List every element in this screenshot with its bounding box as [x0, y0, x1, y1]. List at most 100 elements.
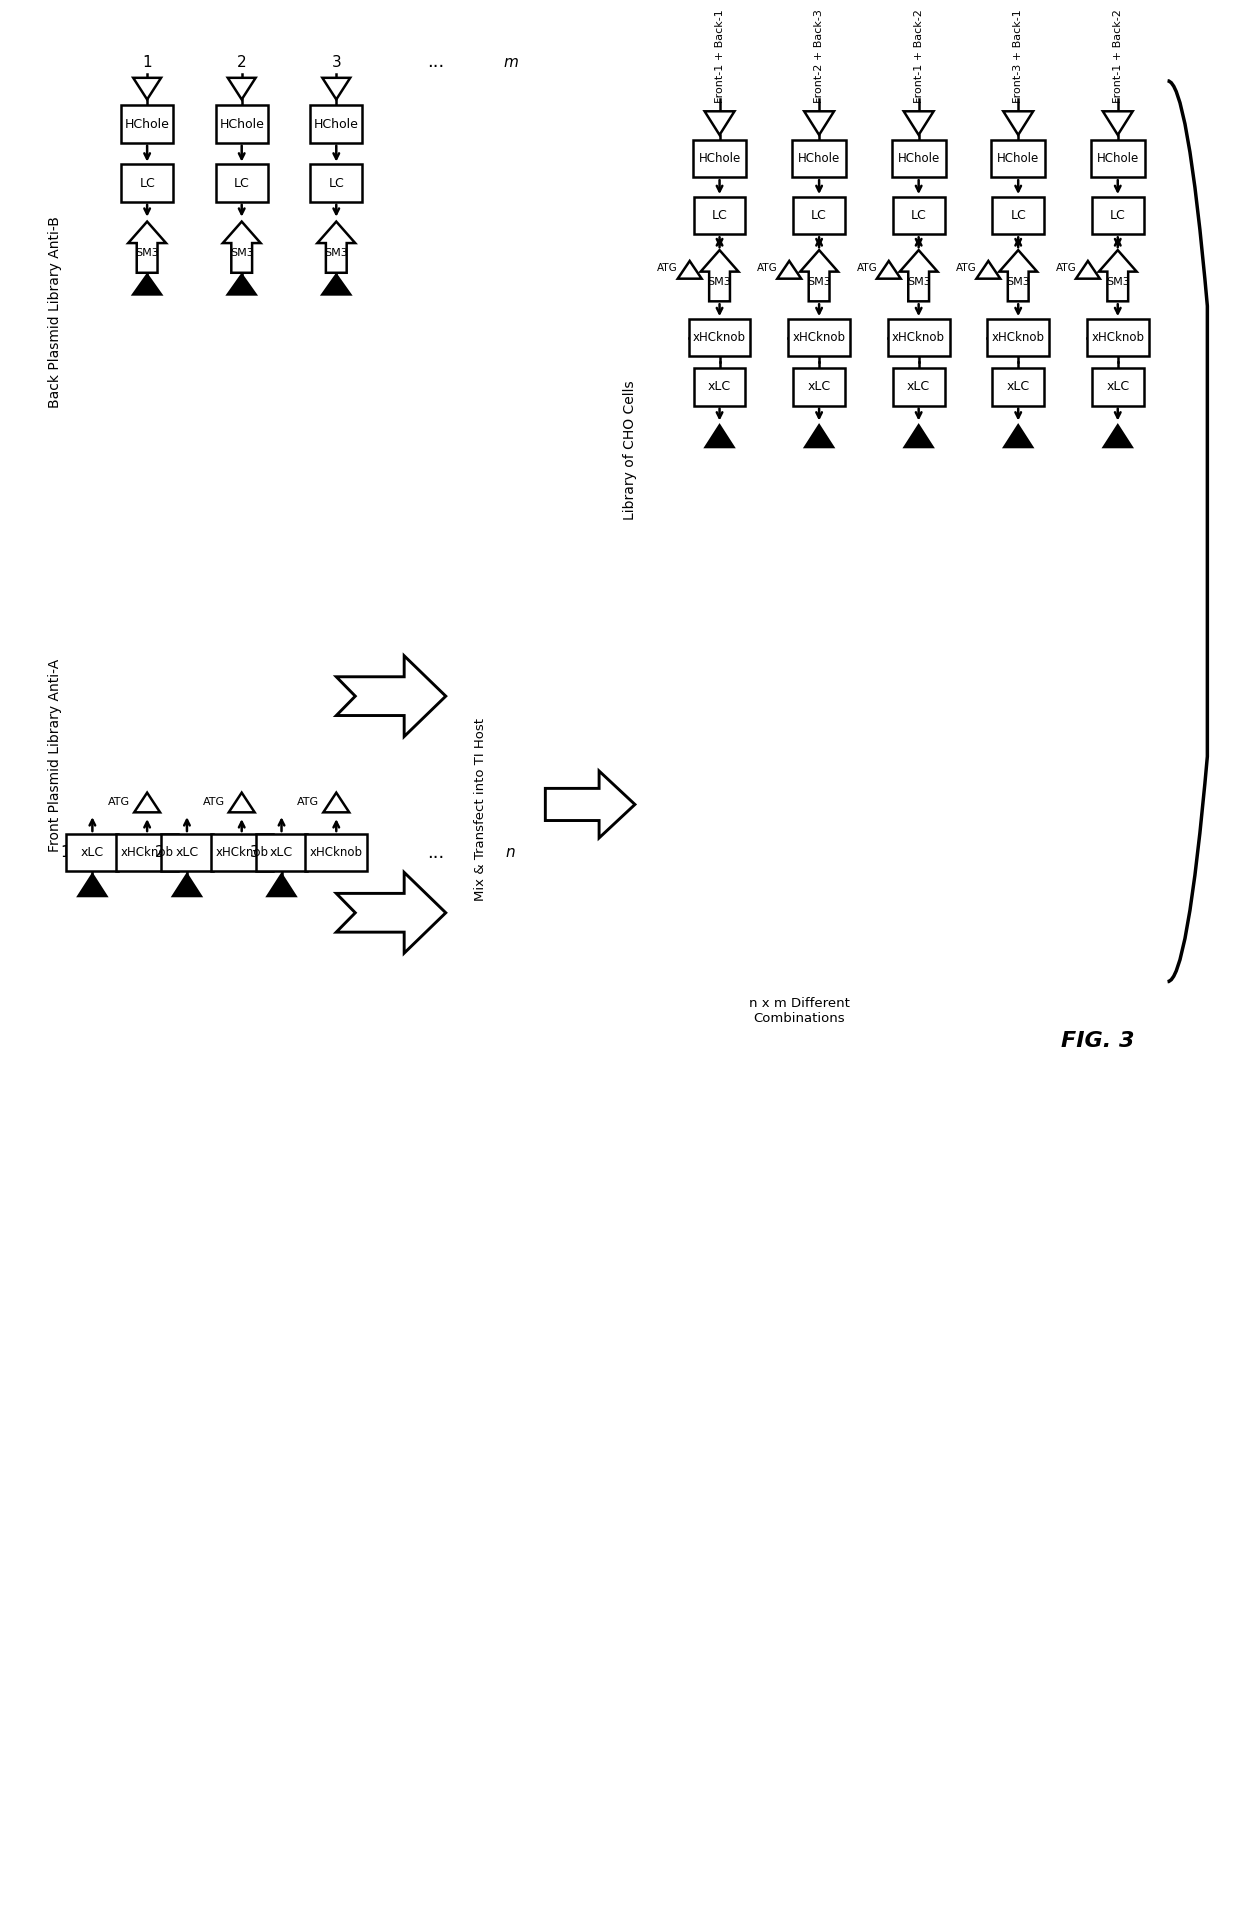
Text: 2: 2	[237, 55, 247, 69]
FancyBboxPatch shape	[893, 369, 945, 405]
Polygon shape	[1102, 111, 1132, 136]
Polygon shape	[133, 78, 161, 99]
Text: LC: LC	[712, 210, 728, 222]
Text: xHCknob: xHCknob	[310, 846, 363, 860]
Text: xLC: xLC	[1007, 380, 1029, 393]
Text: ATG: ATG	[857, 264, 877, 273]
Text: LC: LC	[1110, 210, 1126, 222]
Text: Front-1 + Back-1: Front-1 + Back-1	[714, 10, 724, 103]
Polygon shape	[1099, 250, 1137, 302]
Text: HChole: HChole	[898, 153, 940, 164]
Text: Mix & Transfect into TI Host: Mix & Transfect into TI Host	[474, 718, 487, 902]
FancyBboxPatch shape	[122, 164, 174, 202]
FancyBboxPatch shape	[693, 369, 745, 405]
Polygon shape	[805, 426, 833, 447]
Text: xHCknob: xHCknob	[216, 846, 268, 860]
Text: Front Plasmid Library Anti-A: Front Plasmid Library Anti-A	[47, 659, 62, 852]
FancyBboxPatch shape	[122, 105, 174, 143]
Text: ATG: ATG	[203, 798, 224, 808]
Polygon shape	[905, 426, 932, 447]
Text: LC: LC	[139, 176, 155, 189]
Text: ATG: ATG	[756, 264, 777, 273]
FancyBboxPatch shape	[794, 369, 844, 405]
Text: xLC: xLC	[81, 846, 104, 860]
FancyBboxPatch shape	[305, 835, 367, 871]
Text: ATG: ATG	[1055, 264, 1076, 273]
Polygon shape	[1004, 426, 1032, 447]
Polygon shape	[228, 793, 254, 812]
Text: LC: LC	[811, 210, 827, 222]
FancyBboxPatch shape	[161, 835, 213, 871]
Text: SM3: SM3	[906, 277, 930, 286]
Text: 2: 2	[155, 846, 165, 860]
Text: HChole: HChole	[1096, 153, 1138, 164]
Text: xLC: xLC	[807, 380, 831, 393]
Text: ...: ...	[428, 53, 444, 71]
FancyBboxPatch shape	[216, 164, 268, 202]
Text: HChole: HChole	[125, 118, 170, 130]
Polygon shape	[223, 222, 260, 273]
Text: xLC: xLC	[175, 846, 198, 860]
Text: FIG. 3: FIG. 3	[1061, 1031, 1135, 1050]
Text: Library of CHO Cells: Library of CHO Cells	[622, 380, 637, 520]
Text: ATG: ATG	[956, 264, 977, 273]
Polygon shape	[1076, 262, 1100, 279]
Polygon shape	[546, 772, 635, 838]
FancyBboxPatch shape	[67, 835, 118, 871]
FancyBboxPatch shape	[888, 319, 950, 357]
Polygon shape	[1003, 111, 1033, 136]
FancyBboxPatch shape	[310, 105, 362, 143]
Text: ATG: ATG	[657, 264, 678, 273]
Polygon shape	[134, 793, 160, 812]
Text: xHCknob: xHCknob	[1091, 330, 1145, 344]
FancyBboxPatch shape	[794, 197, 844, 235]
Polygon shape	[228, 78, 255, 99]
FancyBboxPatch shape	[893, 197, 945, 235]
Text: 3: 3	[249, 846, 259, 860]
Text: ...: ...	[428, 844, 444, 861]
Text: Front-3 + Back-1: Front-3 + Back-1	[1013, 10, 1023, 103]
Text: HChole: HChole	[698, 153, 740, 164]
FancyBboxPatch shape	[991, 139, 1045, 178]
Polygon shape	[704, 111, 734, 136]
Text: SM3: SM3	[708, 277, 732, 286]
Polygon shape	[777, 262, 801, 279]
Text: Front-2 + Back-3: Front-2 + Back-3	[815, 10, 825, 103]
Text: xLC: xLC	[270, 846, 293, 860]
Text: SM3: SM3	[325, 248, 348, 258]
Text: HChole: HChole	[997, 153, 1039, 164]
FancyBboxPatch shape	[211, 835, 273, 871]
Text: xLC: xLC	[1106, 380, 1130, 393]
Polygon shape	[900, 250, 937, 302]
FancyBboxPatch shape	[1092, 369, 1143, 405]
Text: SM3: SM3	[135, 248, 159, 258]
Polygon shape	[877, 262, 900, 279]
Polygon shape	[128, 222, 166, 273]
FancyBboxPatch shape	[1087, 319, 1148, 357]
Polygon shape	[805, 111, 835, 136]
Polygon shape	[78, 875, 107, 896]
Text: SM3: SM3	[229, 248, 253, 258]
Polygon shape	[706, 426, 734, 447]
Text: SM3: SM3	[1106, 277, 1130, 286]
FancyBboxPatch shape	[987, 319, 1049, 357]
Text: xHCknob: xHCknob	[992, 330, 1045, 344]
Polygon shape	[800, 250, 838, 302]
FancyBboxPatch shape	[892, 139, 946, 178]
Polygon shape	[1104, 426, 1132, 447]
Text: n: n	[506, 846, 516, 860]
Text: HChole: HChole	[219, 118, 264, 130]
FancyBboxPatch shape	[693, 197, 745, 235]
Text: xLC: xLC	[908, 380, 930, 393]
Text: xLC: xLC	[708, 380, 732, 393]
FancyBboxPatch shape	[117, 835, 179, 871]
FancyBboxPatch shape	[688, 319, 750, 357]
Text: SM3: SM3	[807, 277, 831, 286]
FancyBboxPatch shape	[216, 105, 268, 143]
Polygon shape	[322, 78, 350, 99]
FancyBboxPatch shape	[1092, 197, 1143, 235]
Text: n x m Different
Combinations: n x m Different Combinations	[749, 997, 849, 1026]
FancyBboxPatch shape	[310, 164, 362, 202]
Text: Front-1 + Back-2: Front-1 + Back-2	[1112, 10, 1122, 103]
Polygon shape	[904, 111, 934, 136]
